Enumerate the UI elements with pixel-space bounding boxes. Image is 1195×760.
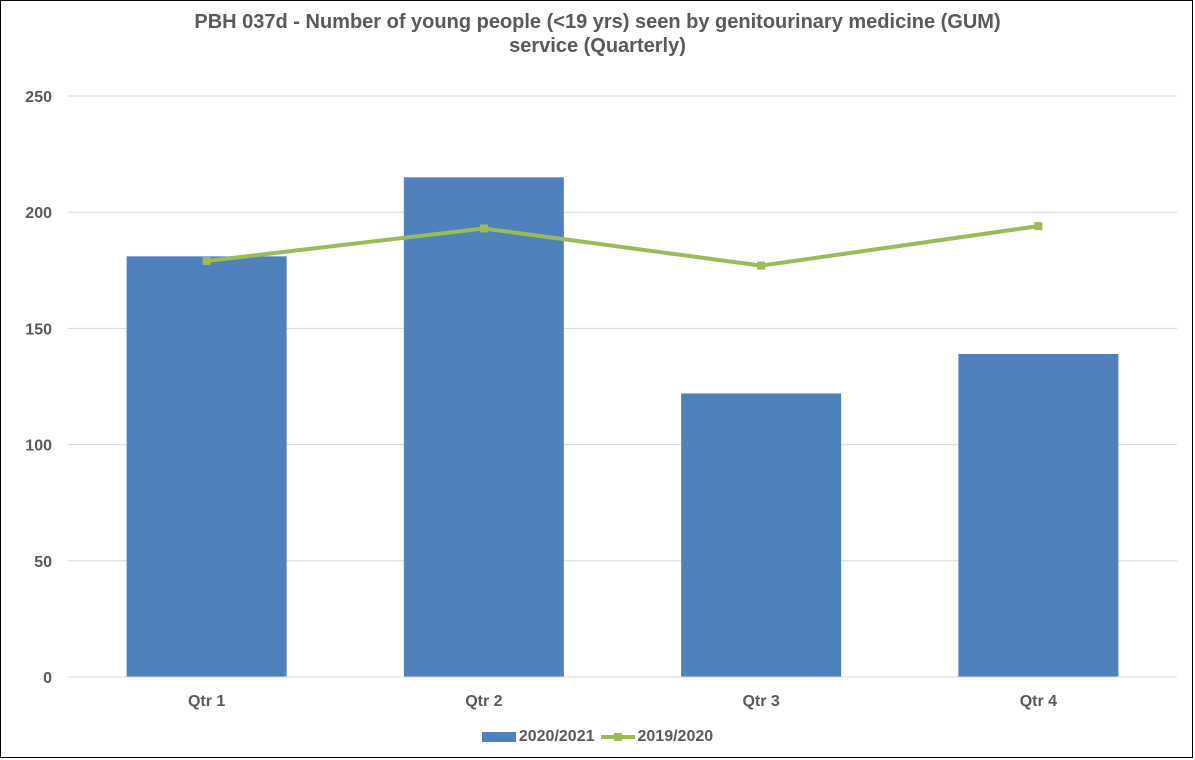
x-axis-tick-labels: Qtr 1 Qtr 2 Qtr 3 Qtr 4: [188, 693, 1057, 710]
chart-title: PBH 037d - Number of young people (<19 y…: [0, 10, 1195, 58]
line-point-3: [757, 261, 766, 270]
y-tick-label-100: 100: [25, 438, 52, 455]
y-axis-tick-labels: 0 50 100 150 200 250: [25, 89, 52, 687]
x-tick-label-1: Qtr 1: [188, 693, 225, 710]
y-tick-label-250: 250: [25, 89, 52, 106]
series-line-2019-2020: [206, 224, 1039, 268]
bar-3: [681, 393, 842, 677]
bar-1: [126, 256, 287, 677]
line-point-2: [479, 224, 488, 233]
y-tick-label-50: 50: [34, 554, 52, 571]
legend-item-line-series[interactable]: 2019/2020: [600, 728, 714, 746]
bar-4: [958, 353, 1119, 677]
line-series: [202, 222, 1043, 270]
x-tick-label-4: Qtr 4: [1020, 693, 1057, 710]
x-tick-label-2: Qtr 2: [465, 693, 502, 710]
x-tick-label-3: Qtr 3: [742, 693, 779, 710]
chart-title-line-1: PBH 037d - Number of young people (<19 y…: [194, 11, 1001, 33]
legend-label-line-series: 2019/2020: [637, 728, 714, 745]
legend-item-bar-series[interactable]: 2020/2021: [481, 728, 595, 746]
legend-label-bar-series: 2020/2021: [518, 728, 595, 745]
y-tick-label-0: 0: [43, 670, 52, 687]
line-point-4: [1034, 222, 1043, 231]
bar-2: [403, 177, 564, 677]
bar-series: [126, 177, 1119, 677]
y-tick-label-200: 200: [25, 205, 52, 222]
legend-swatch-bar: [481, 732, 516, 742]
legend: 2020/2021 2019/2020: [0, 728, 1195, 746]
legend-swatch-line: [600, 731, 635, 743]
line-point-1: [202, 257, 211, 266]
chart-title-line-2: service (Quarterly): [509, 35, 686, 57]
y-tick-label-150: 150: [25, 321, 52, 338]
